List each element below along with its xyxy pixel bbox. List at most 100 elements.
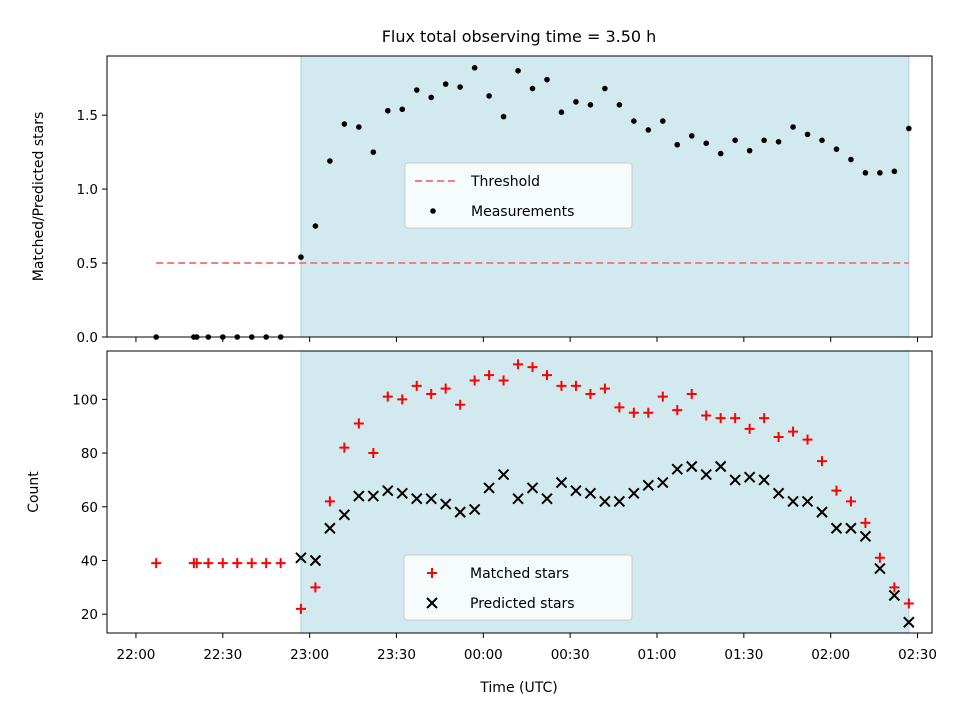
data-point — [715, 413, 726, 424]
data-point — [599, 383, 610, 394]
data-point — [628, 407, 639, 418]
data-point — [903, 616, 915, 628]
data-point — [906, 125, 912, 132]
y-tick-label: 1.0 — [77, 182, 98, 198]
data-point — [217, 558, 228, 569]
data-point — [657, 476, 669, 489]
x-tick-label: 00:30 — [551, 647, 590, 663]
data-point — [356, 124, 362, 130]
y-tick-label: 0.5 — [77, 256, 98, 272]
data-point — [703, 140, 710, 147]
data-point — [790, 124, 796, 130]
data-point — [743, 471, 756, 483]
data-point — [275, 558, 286, 569]
data-point — [730, 413, 741, 424]
data-point — [889, 582, 900, 593]
data-point — [468, 503, 481, 516]
data-point — [616, 102, 623, 108]
data-point — [686, 388, 697, 399]
x-tick-label: 01:30 — [724, 647, 763, 663]
data-point — [324, 522, 336, 534]
data-point — [758, 474, 770, 486]
y-tick-label: 20 — [81, 607, 98, 623]
data-point — [384, 107, 391, 114]
data-point — [772, 487, 785, 500]
data-point — [324, 496, 335, 507]
data-point — [759, 413, 770, 424]
data-point — [399, 106, 406, 113]
ratio-panel: 0.0 0.5 1.0 1.5 Matched/Predicted stars Thres… — [31, 55, 933, 346]
data-point — [370, 149, 377, 155]
data-point — [573, 99, 579, 105]
data-point — [232, 558, 243, 569]
y-axis-label: Matched/Predicted stars — [31, 112, 47, 282]
x-tick-label: 23:00 — [290, 647, 329, 663]
data-point — [191, 558, 202, 569]
data-point — [874, 562, 886, 575]
data-point — [439, 498, 452, 510]
data-point — [671, 463, 683, 475]
data-point — [830, 522, 843, 534]
data-point — [483, 482, 495, 494]
data-point — [367, 490, 380, 502]
data-point — [628, 487, 640, 500]
x-axis-label: Time (UTC) — [479, 680, 557, 696]
data-point — [903, 598, 914, 609]
y-tick-label: 40 — [81, 553, 98, 569]
data-point — [411, 380, 422, 391]
data-point — [816, 506, 828, 518]
data-point — [309, 554, 322, 567]
data-point — [584, 487, 597, 500]
data-point — [804, 131, 811, 138]
data-point — [529, 85, 536, 92]
data-point — [891, 168, 898, 175]
x-tick-label: 23:30 — [377, 647, 416, 663]
data-point — [261, 558, 272, 569]
data-point — [717, 150, 724, 157]
data-point — [746, 147, 753, 154]
data-point — [801, 495, 814, 508]
data-point — [773, 431, 784, 442]
data-point — [411, 493, 423, 505]
data-point — [631, 118, 637, 124]
data-point — [526, 482, 539, 494]
data-point — [775, 138, 782, 145]
data-point — [542, 370, 552, 381]
data-point — [426, 388, 437, 399]
data-point — [471, 65, 478, 71]
data-point — [442, 81, 449, 87]
data-point — [874, 552, 885, 563]
data-point — [659, 118, 666, 124]
data-point — [469, 375, 480, 386]
data-point — [787, 495, 799, 508]
y-tick-label: 1.5 — [77, 108, 98, 124]
legend-swatch — [427, 568, 437, 578]
data-point — [527, 362, 538, 373]
data-point — [614, 402, 625, 413]
data-point — [645, 127, 652, 133]
data-point — [761, 137, 767, 144]
data-point — [674, 141, 681, 148]
series-predicted-stars — [295, 460, 915, 628]
data-point — [428, 94, 435, 101]
data-point — [556, 380, 567, 391]
legend-box — [403, 554, 633, 621]
x-tick-label: 22:30 — [203, 647, 242, 663]
data-point — [484, 370, 495, 381]
data-point — [729, 474, 741, 486]
axes-frame — [106, 350, 933, 634]
data-point — [353, 418, 364, 429]
data-point — [295, 552, 307, 564]
data-point — [672, 405, 683, 416]
data-point — [555, 476, 568, 489]
data-point — [151, 558, 162, 569]
data-point — [817, 456, 827, 467]
data-point — [382, 391, 393, 402]
data-point — [657, 391, 668, 402]
data-point — [203, 558, 214, 569]
legend: Matched stars Predicted stars — [403, 554, 633, 621]
data-point — [515, 67, 521, 74]
chart-title: Flux total observing time = 3.50 h — [382, 27, 657, 46]
data-point — [558, 109, 565, 115]
